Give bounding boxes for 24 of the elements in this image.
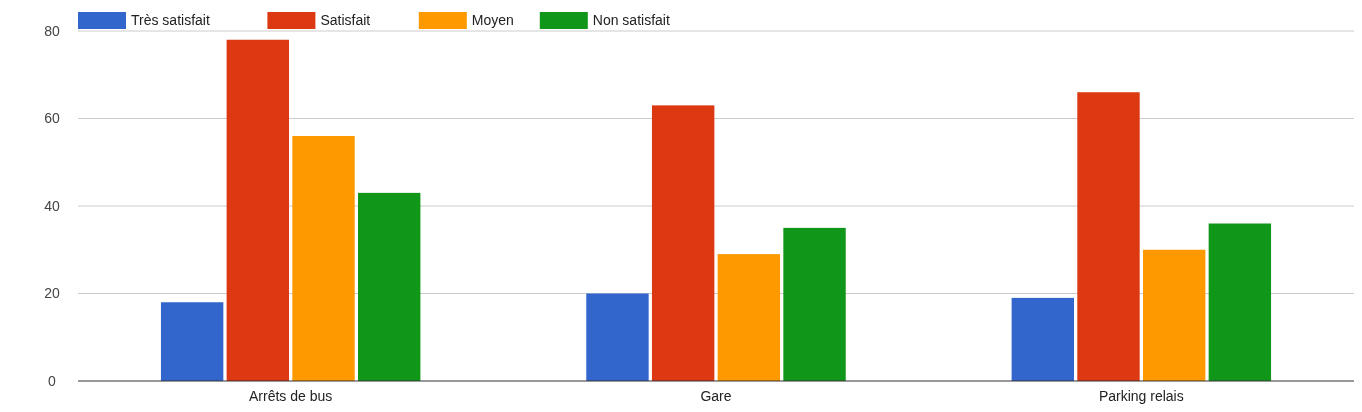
bar [1208, 223, 1272, 381]
y-tick-label: 80 [44, 22, 60, 39]
bar [357, 192, 421, 381]
y-tick-label: 60 [44, 110, 60, 127]
bar [226, 39, 290, 381]
legend-label: Moyen [471, 12, 514, 28]
legend-label: Satisfait [320, 12, 371, 28]
legend-label: Non satisfait [592, 12, 670, 28]
bar [651, 105, 715, 381]
x-tick-label: Gare [700, 388, 732, 404]
y-tick-label: 0 [48, 372, 57, 389]
y-tick-label: 20 [44, 285, 60, 302]
bar [717, 254, 781, 381]
bar [1011, 297, 1075, 381]
bar [586, 293, 649, 381]
bar [783, 227, 846, 381]
bar [1142, 249, 1206, 381]
x-tick-label: Parking relais [1098, 388, 1184, 404]
bar [292, 136, 355, 381]
x-tick-label: Arrêts de bus [249, 388, 333, 404]
legend-label: Très satisfait [131, 12, 210, 28]
y-tick-label: 40 [44, 197, 60, 214]
bar [1077, 92, 1140, 381]
bar [160, 302, 224, 381]
